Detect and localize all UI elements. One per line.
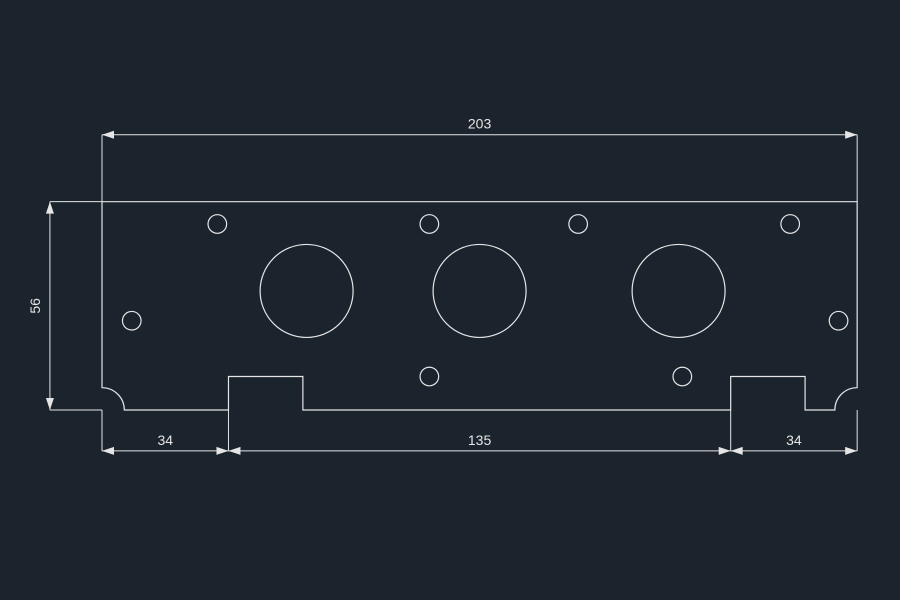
small-hole bbox=[569, 215, 588, 234]
small-hole bbox=[420, 215, 439, 234]
large-hole bbox=[433, 244, 526, 337]
small-hole bbox=[420, 367, 439, 386]
large-hole bbox=[632, 244, 725, 337]
dim-bottom-seg: 34 bbox=[786, 432, 802, 448]
dim-width: 203 bbox=[468, 116, 492, 132]
small-hole bbox=[208, 215, 227, 234]
small-hole bbox=[829, 311, 848, 330]
dim-height: 56 bbox=[27, 298, 43, 314]
small-hole bbox=[122, 311, 141, 330]
cad-drawing: 203 56 34 135 34 bbox=[0, 0, 900, 600]
dim-bottom-seg: 34 bbox=[157, 432, 173, 448]
small-hole bbox=[781, 215, 800, 234]
large-hole bbox=[260, 244, 353, 337]
small-hole bbox=[673, 367, 692, 386]
dim-bottom-seg: 135 bbox=[468, 432, 492, 448]
